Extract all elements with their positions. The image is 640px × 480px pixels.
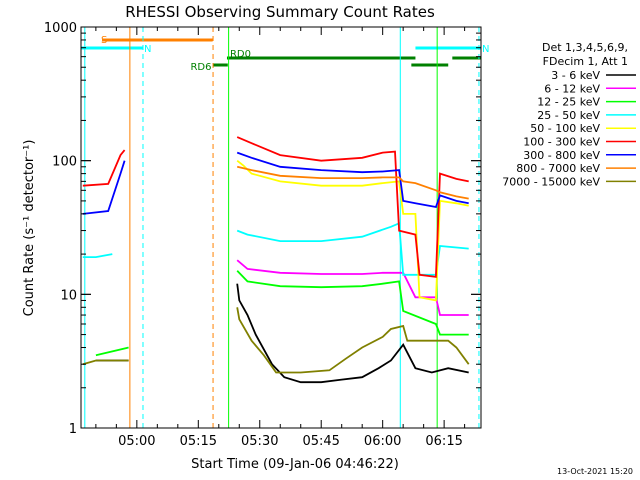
- legend-label: 800 - 7000 keV: [516, 162, 600, 175]
- series-line-25-50-kev: [82, 253, 113, 259]
- x-tick-label: 06:15: [425, 434, 462, 449]
- x-axis-label: Start Time (09-Jan-06 04:46:22): [191, 457, 399, 472]
- annotation-layer: S N N RD0 RD6: [81, 35, 489, 73]
- legend: Det 1,3,4,5,6,9, FDecim 1, Att 1 3 - 6 k…: [502, 41, 636, 188]
- y-tick-label: 100: [52, 155, 77, 170]
- series-line-50-100-kev: [236, 159, 469, 302]
- annotation-label: N: [482, 44, 489, 55]
- series-layer: [82, 136, 470, 384]
- series-line-7000-15000-kev: [236, 307, 470, 374]
- annotation-label: RD6: [190, 62, 211, 73]
- y-tick-label: 1: [69, 422, 77, 437]
- y-axis-label: Count Rate (s⁻¹ detector⁻¹): [22, 140, 37, 317]
- series-line-300-800-kev: [82, 160, 126, 215]
- series-line-12-25-kev: [95, 346, 129, 357]
- series-line-25-50-kev: [236, 221, 469, 276]
- x-axis: 05:00 05:15 05:30 05:45 06:00 06:15: [95, 27, 466, 449]
- series-line-300-800-kev: [236, 151, 469, 209]
- legend-label: 12 - 25 keV: [537, 96, 600, 109]
- legend-label: 25 - 50 keV: [537, 109, 600, 122]
- legend-label: 50 - 100 keV: [530, 122, 600, 135]
- series-line-3-6-kev: [236, 283, 469, 384]
- legend-header-line-2: FDecim 1, Att 1: [543, 55, 628, 68]
- annotation-label: N: [144, 44, 151, 55]
- y-tick-label: 10: [60, 288, 77, 303]
- chart-title: RHESSI Observing Summary Count Rates: [125, 3, 435, 21]
- legend-label: 300 - 800 keV: [523, 149, 600, 162]
- series-line-100-300-kev: [236, 136, 469, 278]
- x-tick-label: 05:00: [118, 434, 155, 449]
- series-line-100-300-kev: [82, 149, 126, 187]
- plot-frame: [80, 26, 482, 429]
- annotation-label: S: [101, 35, 107, 46]
- legend-label: 3 - 6 keV: [551, 69, 600, 82]
- series-line-800-7000-kev: [236, 165, 469, 200]
- x-tick-label: 06:00: [364, 434, 401, 449]
- legend-header-line-1: Det 1,3,4,5,6,9,: [542, 41, 628, 54]
- vertical-markers: [84, 27, 480, 428]
- legend-label: 6 - 12 keV: [544, 82, 600, 95]
- y-tick-label: 1000: [44, 21, 77, 36]
- x-tick-label: 05:45: [302, 434, 339, 449]
- series-line-7000-15000-kev: [82, 359, 129, 366]
- y-axis: 1 10 100 1000: [44, 21, 481, 437]
- series-line-6-12-kev: [236, 259, 469, 316]
- legend-label: 7000 - 15000 keV: [502, 175, 600, 188]
- legend-label: 100 - 300 keV: [523, 136, 600, 149]
- series-line-12-25-kev: [236, 270, 469, 336]
- x-tick-label: 05:15: [180, 434, 217, 449]
- annotation-label: RD0: [230, 49, 251, 60]
- generated-timestamp: 13-Oct-2021 15:20: [557, 467, 633, 476]
- x-tick-label: 05:30: [241, 434, 278, 449]
